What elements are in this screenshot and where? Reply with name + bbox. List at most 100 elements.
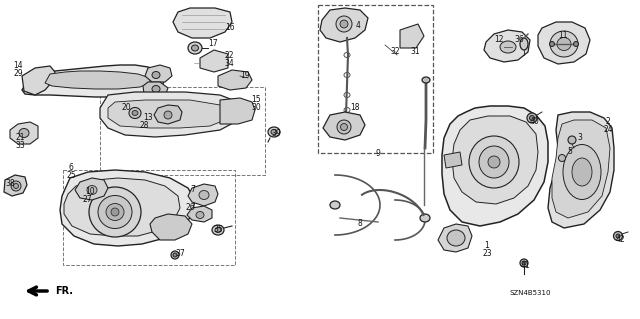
- Text: 8: 8: [358, 219, 362, 227]
- Ellipse shape: [520, 259, 528, 267]
- Ellipse shape: [19, 129, 29, 137]
- Ellipse shape: [488, 156, 500, 168]
- Ellipse shape: [522, 261, 526, 265]
- Ellipse shape: [199, 190, 209, 199]
- Ellipse shape: [559, 154, 566, 161]
- Ellipse shape: [196, 211, 204, 219]
- Ellipse shape: [529, 115, 534, 121]
- Polygon shape: [484, 30, 530, 62]
- Text: 23: 23: [482, 249, 492, 257]
- Ellipse shape: [340, 123, 348, 130]
- Text: 22: 22: [224, 50, 234, 60]
- Text: 38: 38: [5, 179, 15, 188]
- Ellipse shape: [11, 181, 21, 191]
- Text: 24: 24: [603, 125, 613, 135]
- Text: 20: 20: [121, 103, 131, 113]
- Ellipse shape: [98, 196, 132, 228]
- Ellipse shape: [550, 41, 554, 47]
- Polygon shape: [452, 116, 538, 204]
- Text: 39: 39: [271, 130, 281, 138]
- Bar: [318, 5, 433, 153]
- Polygon shape: [400, 24, 424, 48]
- Ellipse shape: [520, 38, 528, 50]
- Ellipse shape: [479, 146, 509, 178]
- Text: 13: 13: [143, 113, 153, 122]
- Bar: [63, 170, 235, 265]
- Text: 25: 25: [66, 170, 76, 180]
- Polygon shape: [438, 224, 472, 252]
- Polygon shape: [188, 184, 218, 206]
- Ellipse shape: [13, 183, 19, 189]
- Polygon shape: [200, 50, 228, 72]
- Polygon shape: [22, 65, 165, 97]
- Text: 4: 4: [356, 20, 360, 29]
- Ellipse shape: [212, 225, 224, 235]
- Ellipse shape: [330, 201, 340, 209]
- Text: 2: 2: [605, 117, 611, 127]
- Ellipse shape: [572, 158, 592, 186]
- Polygon shape: [548, 112, 614, 228]
- Polygon shape: [320, 8, 368, 42]
- Text: 6: 6: [68, 162, 74, 172]
- Text: 21: 21: [15, 132, 25, 142]
- Polygon shape: [145, 65, 172, 82]
- Text: 10: 10: [85, 188, 95, 197]
- Ellipse shape: [191, 45, 198, 51]
- Ellipse shape: [164, 111, 172, 119]
- Text: 11: 11: [558, 31, 568, 40]
- Polygon shape: [143, 82, 168, 98]
- Text: 19: 19: [240, 71, 250, 80]
- Polygon shape: [552, 120, 610, 218]
- Text: 18: 18: [350, 102, 360, 112]
- Polygon shape: [64, 178, 180, 236]
- Polygon shape: [187, 206, 212, 222]
- Polygon shape: [150, 214, 192, 240]
- Polygon shape: [10, 122, 38, 144]
- Ellipse shape: [563, 145, 601, 199]
- Ellipse shape: [340, 20, 348, 28]
- Polygon shape: [45, 71, 150, 89]
- Polygon shape: [4, 175, 27, 196]
- Text: 7: 7: [191, 186, 195, 195]
- Text: 36: 36: [514, 34, 524, 43]
- Polygon shape: [323, 112, 365, 140]
- Ellipse shape: [171, 251, 179, 259]
- Polygon shape: [100, 92, 240, 137]
- Polygon shape: [444, 152, 462, 168]
- Ellipse shape: [336, 16, 352, 32]
- Ellipse shape: [152, 85, 160, 93]
- Ellipse shape: [550, 31, 578, 57]
- Text: 26: 26: [185, 204, 195, 212]
- Text: 16: 16: [225, 24, 235, 33]
- Ellipse shape: [188, 42, 202, 54]
- Polygon shape: [75, 178, 108, 200]
- Ellipse shape: [614, 232, 623, 241]
- Polygon shape: [442, 106, 548, 226]
- Ellipse shape: [447, 230, 465, 246]
- Ellipse shape: [573, 41, 579, 47]
- Polygon shape: [173, 8, 232, 38]
- Text: FR.: FR.: [55, 286, 73, 296]
- Text: 27: 27: [82, 196, 92, 204]
- Text: 35: 35: [213, 225, 223, 234]
- Ellipse shape: [616, 234, 620, 238]
- Text: 40: 40: [529, 117, 539, 127]
- Polygon shape: [22, 66, 55, 95]
- Ellipse shape: [215, 227, 221, 233]
- Text: 9: 9: [376, 150, 380, 159]
- Ellipse shape: [527, 113, 537, 123]
- Ellipse shape: [271, 130, 277, 135]
- Ellipse shape: [557, 38, 571, 50]
- Ellipse shape: [111, 208, 119, 216]
- Text: 41: 41: [520, 261, 530, 270]
- Text: 33: 33: [15, 140, 25, 150]
- Ellipse shape: [87, 186, 97, 195]
- Text: 31: 31: [410, 48, 420, 56]
- Ellipse shape: [129, 108, 141, 118]
- Text: 28: 28: [140, 121, 148, 130]
- Ellipse shape: [106, 204, 124, 220]
- Ellipse shape: [420, 214, 430, 222]
- Ellipse shape: [89, 187, 141, 237]
- Text: 5: 5: [568, 147, 572, 157]
- Text: 42: 42: [615, 235, 625, 244]
